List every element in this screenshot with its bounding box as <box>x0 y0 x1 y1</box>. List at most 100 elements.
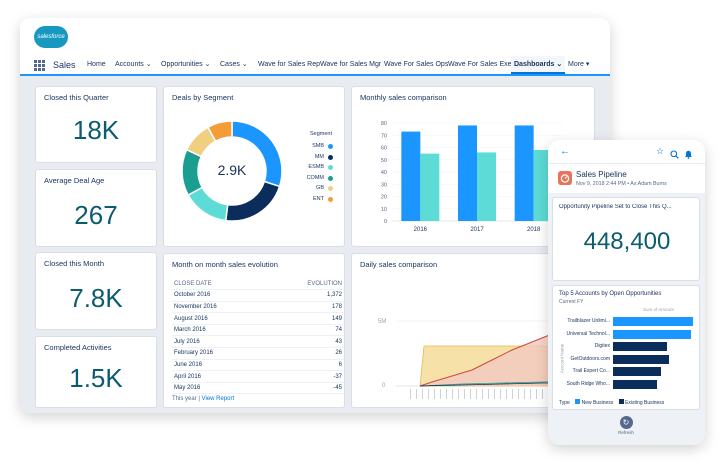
kpi-value: 1.5K <box>69 363 123 393</box>
kpi-title: Closed this Quarter <box>44 93 109 102</box>
column-header: CLOSE DATE <box>172 278 267 291</box>
nav-accounts[interactable]: Accounts ⌄ <box>115 61 152 68</box>
kpi-closed-quarter[interactable]: Closed this Quarter 18K <box>35 86 157 163</box>
chevron-down-icon[interactable]: ⌄ <box>204 61 211 68</box>
refresh-icon[interactable]: ↻ <box>619 416 633 429</box>
chevron-down-icon[interactable]: ⌄ <box>556 61 563 68</box>
x-tick-label: 2016 <box>414 227 428 233</box>
close-date-cell: July 2016 <box>172 335 267 349</box>
kpi-title: Average Deal Age <box>44 176 105 185</box>
view-report-link[interactable]: View Report <box>201 396 235 402</box>
card-title: Daily sales comparison <box>360 260 438 269</box>
y-tick-label: 80 <box>381 121 387 127</box>
desktop-window: salesforce Sales Home Accounts ⌄ Opportu… <box>20 18 610 413</box>
evolution-cell: -45 <box>266 382 344 395</box>
donut-slice-ent[interactable] <box>206 120 233 143</box>
legend-label: ESMB <box>308 164 324 170</box>
account-bar[interactable] <box>613 342 668 351</box>
bar-2018-series-2[interactable] <box>533 149 553 221</box>
nav-wave-sales-ops[interactable]: Wave For Sales Ops <box>384 61 449 68</box>
pipeline-meta: Nov 9, 2018 2:44 PM • As Adam Burns <box>576 181 667 187</box>
donut-chart <box>181 120 283 222</box>
account-label: South Ridge Who... <box>566 380 610 387</box>
evolution-cell: 74 <box>266 324 344 337</box>
y-tick-label: 50 <box>381 158 387 164</box>
y-tick-label: 40 <box>381 170 387 176</box>
nav-cases[interactable]: Cases ⌄ <box>220 61 248 68</box>
y-tick-label: 30 <box>381 182 387 188</box>
legend-label: GB <box>316 185 324 191</box>
table-row: June 2016 6 <box>172 359 344 372</box>
kpi-deal-age[interactable]: Average Deal Age 267 <box>35 169 157 247</box>
account-label: Trailblazer Unlimi... <box>567 318 610 324</box>
top5-title: Top 5 Accounts by Open Opportunities <box>559 291 662 297</box>
deals-by-segment-card[interactable]: Deals by Segment 2.9K Segment SMB MM ESMB C… <box>163 86 345 247</box>
star-icon[interactable]: ☆ <box>656 146 665 156</box>
bar-2018-series-1[interactable] <box>514 125 534 221</box>
card-title: Month on month sales evolution <box>172 260 278 269</box>
legend-swatch <box>328 175 333 181</box>
chevron-down-icon[interactable]: ⌄ <box>145 61 152 68</box>
chevron-down-icon[interactable]: ⌄ <box>241 61 248 68</box>
pipeline-title: Sales Pipeline <box>576 170 627 179</box>
card-title: Deals by Segment <box>172 93 234 102</box>
back-arrow-icon[interactable]: ← <box>560 146 570 157</box>
kpi-activities[interactable]: Completed Activities 1.5K <box>35 336 157 408</box>
legend-label: ENT <box>313 195 324 202</box>
account-bar[interactable] <box>613 317 693 326</box>
top5-legend: Type New Business Existing Business <box>559 399 664 406</box>
footer-period: This year <box>172 396 197 402</box>
bell-icon[interactable] <box>684 146 693 164</box>
nav-opportunities[interactable]: Opportunities ⌄ <box>161 61 211 68</box>
footer-separator: | <box>198 396 200 402</box>
legend-label: MM <box>314 153 324 160</box>
top5-bar-chart: Trailblazer Unlimi... Universal Technol..… <box>553 316 701 394</box>
nav-wave-sales-mgr[interactable]: Wave for Sales Mgr <box>320 61 382 68</box>
kpi-closed-month[interactable]: Closed this Month 7.8K <box>35 252 157 330</box>
account-label: Digitex <box>594 343 610 349</box>
close-date-cell: August 2016 <box>172 312 267 325</box>
pipeline-metric-card[interactable]: Opportunity Pipeline Set to Close This Q… <box>552 197 700 281</box>
donut-center-value: 2.9K <box>217 162 247 178</box>
bar-2017-series-1[interactable] <box>458 125 477 221</box>
donut-slice-mm[interactable] <box>224 180 281 222</box>
account-bar[interactable] <box>613 329 692 339</box>
table-row: August 2016 149 <box>172 312 344 325</box>
kpi-value: 267 <box>74 200 118 230</box>
table-row: March 2016 74 <box>172 324 344 337</box>
search-icon[interactable] <box>670 146 679 164</box>
bar-2017-series-2[interactable] <box>477 152 496 221</box>
app-launcher-icon[interactable] <box>34 60 45 71</box>
caret-down-icon[interactable]: ▾ <box>585 61 590 68</box>
x-tick-label: 2017 <box>470 227 484 233</box>
nav-home[interactable]: Home <box>87 61 106 68</box>
bar-2016-series-1[interactable] <box>401 131 421 221</box>
account-bar[interactable] <box>613 367 661 376</box>
mobile-device: ← ☆ Sales Pipeline Nov 9, 2018 2:44 PM •… <box>548 140 705 445</box>
table-row: May 2016 -45 <box>172 382 344 395</box>
account-bar[interactable] <box>613 354 669 364</box>
y-tick-label: 0 <box>384 219 387 225</box>
legend-new-swatch <box>575 399 581 404</box>
legend-swatch <box>328 165 333 170</box>
evolution-cell: -37 <box>266 370 344 383</box>
legend-title: Segment <box>310 131 333 137</box>
nav-wave-sales-rep[interactable]: Wave for Sales Rep <box>258 61 320 68</box>
close-date-cell: March 2016 <box>172 324 267 337</box>
axis-title: Sum of Amount <box>643 307 674 312</box>
salesforce-logo[interactable]: salesforce <box>34 26 68 48</box>
bar-2016-series-2[interactable] <box>420 153 440 221</box>
evolution-cell: 1,372 <box>266 289 344 302</box>
refresh-button[interactable]: ↻ Refresh <box>612 416 640 435</box>
account-bar[interactable] <box>613 379 657 389</box>
top-accounts-card[interactable]: Top 5 Accounts by Open Opportunities Cur… <box>552 285 700 410</box>
nav-more[interactable]: More ▾ <box>568 61 590 68</box>
legend-swatch <box>328 144 333 149</box>
evolution-footer: This year | View Report <box>172 396 234 402</box>
nav-bar: Sales Home Accounts ⌄ Opportunities ⌄ Ca… <box>20 56 610 76</box>
table-row: July 2016 43 <box>172 335 344 349</box>
nav-wave-sales-exec[interactable]: Wave For Sales Exec <box>448 61 516 68</box>
account-label: GetOutdoors.com <box>570 355 610 362</box>
evolution-card[interactable]: Month on month sales evolution CLOSE DAT… <box>163 253 345 408</box>
nav-dashboards[interactable]: Dashboards ⌄ <box>511 56 566 74</box>
